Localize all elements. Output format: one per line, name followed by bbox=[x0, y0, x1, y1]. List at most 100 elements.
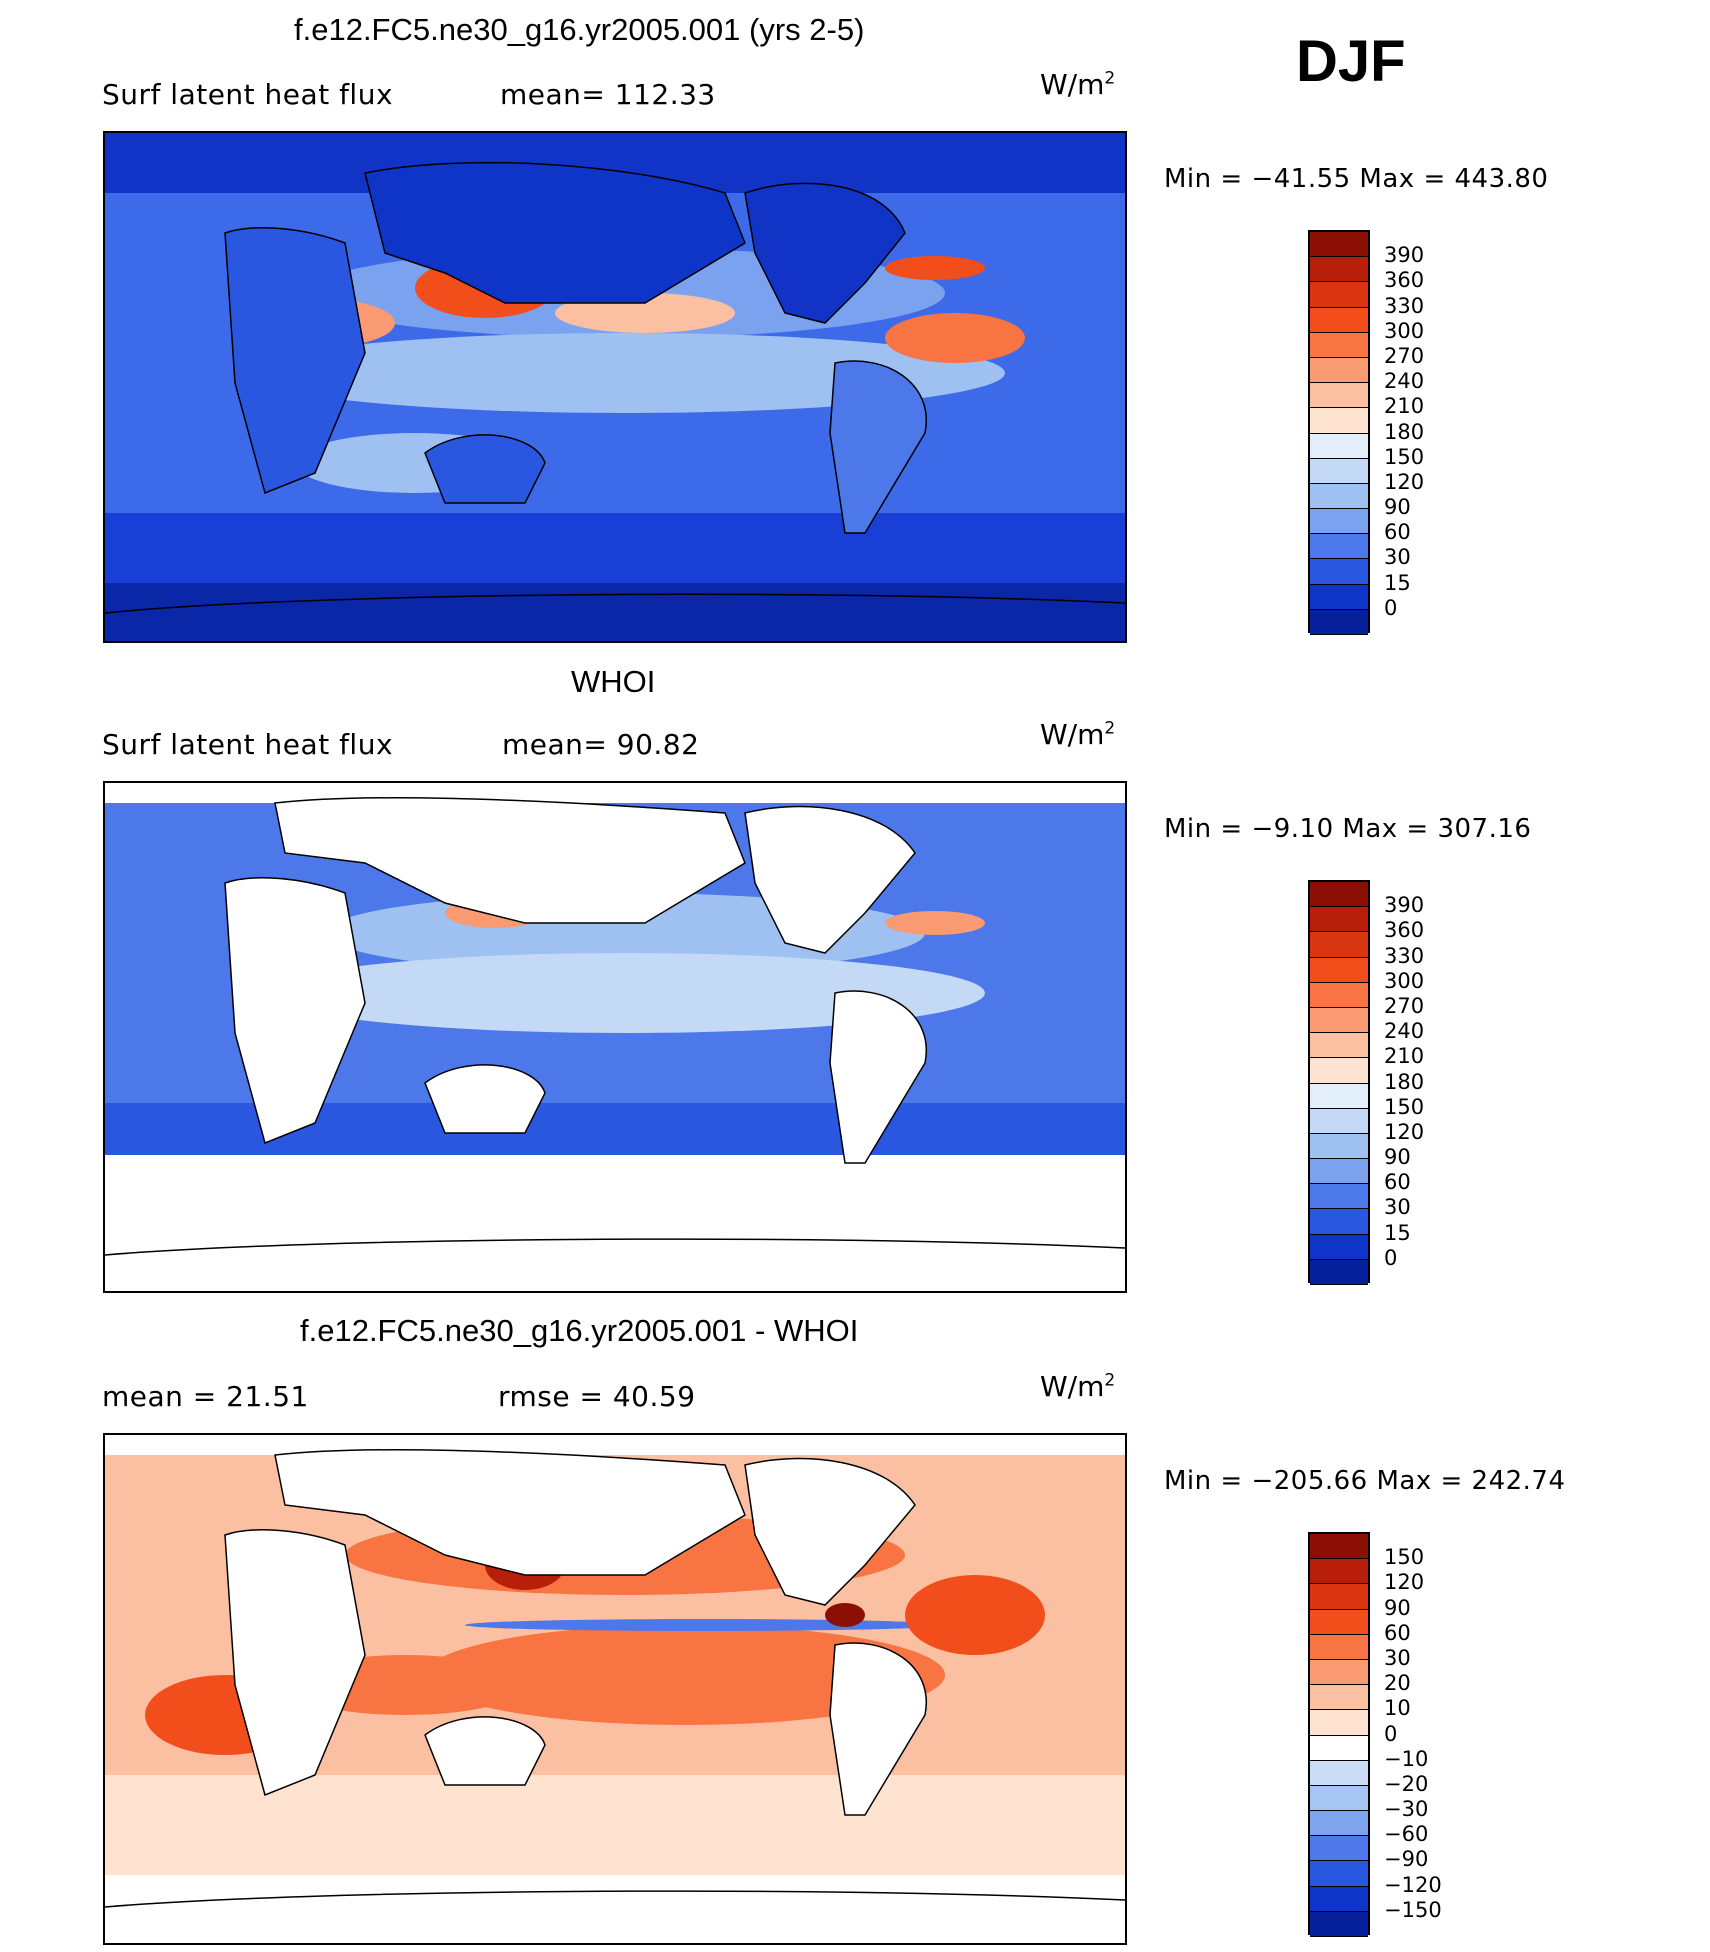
colorbar-tick-label: 180 bbox=[1384, 419, 1425, 444]
colorbar-swatch bbox=[1310, 1659, 1368, 1686]
colorbar-swatch bbox=[1310, 1735, 1368, 1761]
mean-label: mean = 21.51 bbox=[102, 1380, 309, 1413]
colorbar-tick-label: 60 bbox=[1384, 1620, 1411, 1645]
colorbar-swatch bbox=[1310, 882, 1368, 908]
units-label: W/m2 bbox=[1040, 1370, 1116, 1403]
colorbar-swatch bbox=[1310, 1710, 1368, 1736]
colorbar-swatch bbox=[1310, 282, 1368, 308]
panel-title: f.e12.FC5.ne30_g16.yr2005.001 - WHOI bbox=[300, 1313, 859, 1348]
colorbar-tick-label: −90 bbox=[1384, 1847, 1429, 1872]
colorbar-tick-label: 0 bbox=[1384, 1245, 1398, 1270]
colorbar-tick-label: −20 bbox=[1384, 1771, 1429, 1796]
colorbar-tick-label: 30 bbox=[1384, 545, 1411, 570]
colorbar-swatch bbox=[1310, 357, 1368, 384]
colorbar-tick-label: 120 bbox=[1384, 1119, 1425, 1144]
colorbar-tick-label: 0 bbox=[1384, 1721, 1398, 1746]
colorbar-tick-label: 30 bbox=[1384, 1645, 1411, 1670]
colorbar-swatch bbox=[1310, 584, 1368, 610]
colorbar-tick-label: 90 bbox=[1384, 1595, 1411, 1620]
colorbar-tick-label: 15 bbox=[1384, 1220, 1411, 1245]
colorbar-tick-label: −150 bbox=[1384, 1897, 1442, 1922]
colorbar-swatch bbox=[1310, 1634, 1368, 1660]
colorbar-tick-label: 15 bbox=[1384, 570, 1411, 595]
map-diff-plot bbox=[105, 1435, 1125, 1943]
colorbar-swatch bbox=[1310, 383, 1368, 409]
colorbar-tick-label: 210 bbox=[1384, 1044, 1425, 1069]
colorbar-tick-label: −30 bbox=[1384, 1797, 1429, 1822]
colorbar-tick-label: 330 bbox=[1384, 293, 1425, 318]
colorbar-swatch bbox=[1310, 1760, 1368, 1786]
colorbar-swatch bbox=[1310, 1584, 1368, 1610]
map-obs-plot bbox=[105, 783, 1125, 1291]
colorbar-swatch bbox=[1310, 1083, 1368, 1109]
colorbar-tick-label: 270 bbox=[1384, 993, 1425, 1018]
colorbar-tick-label: 180 bbox=[1384, 1069, 1425, 1094]
colorbar-swatch bbox=[1310, 483, 1368, 510]
map-obs bbox=[103, 781, 1127, 1293]
colorbar-swatch bbox=[1310, 1159, 1368, 1185]
colorbar-swatch bbox=[1310, 1133, 1368, 1160]
colorbar-tick-label: 60 bbox=[1384, 520, 1411, 545]
colorbar-segments bbox=[1308, 1532, 1370, 1937]
colorbar-swatch bbox=[1310, 1033, 1368, 1059]
colorbar-swatch bbox=[1310, 907, 1368, 933]
colorbar-swatch bbox=[1310, 1184, 1368, 1210]
colorbar-swatch bbox=[1310, 1886, 1368, 1912]
colorbar-tick-label: −10 bbox=[1384, 1746, 1429, 1771]
colorbar-swatch bbox=[1310, 1209, 1368, 1235]
min-max-label: Min = −205.66 Max = 242.74 bbox=[1164, 1466, 1566, 1496]
colorbar-swatch bbox=[1310, 1259, 1368, 1285]
colorbar-swatch bbox=[1310, 307, 1368, 333]
colorbar-swatch bbox=[1310, 609, 1368, 635]
colorbar-swatch bbox=[1310, 1911, 1368, 1937]
colorbar-tick-label: 360 bbox=[1384, 918, 1425, 943]
colorbar-swatch bbox=[1310, 509, 1368, 535]
colorbar-swatch bbox=[1310, 932, 1368, 958]
colorbar-swatch bbox=[1310, 1836, 1368, 1862]
min-max-label: Min = −9.10 Max = 307.16 bbox=[1164, 814, 1532, 844]
colorbar-swatch bbox=[1310, 1007, 1368, 1034]
colorbar-tick-label: 120 bbox=[1384, 1570, 1425, 1595]
colorbar-swatch bbox=[1310, 1861, 1368, 1887]
colorbar-swatch bbox=[1310, 1108, 1368, 1134]
colorbar-swatch bbox=[1310, 433, 1368, 459]
colorbar-tick-label: 300 bbox=[1384, 318, 1425, 343]
colorbar-swatch bbox=[1310, 1785, 1368, 1812]
map-model-plot bbox=[105, 133, 1125, 641]
variable-label: Surf latent heat flux bbox=[102, 728, 394, 761]
colorbar-tick-label: 10 bbox=[1384, 1696, 1411, 1721]
colorbar-swatch bbox=[1310, 332, 1368, 358]
colorbar-tick-label: 120 bbox=[1384, 469, 1425, 494]
rmse-label: rmse = 40.59 bbox=[498, 1380, 696, 1413]
colorbar-swatch bbox=[1310, 534, 1368, 560]
colorbar-tick-label: 150 bbox=[1384, 1094, 1425, 1119]
panel-title: WHOI bbox=[571, 664, 656, 699]
map-diff bbox=[103, 1433, 1127, 1945]
colorbar-swatch bbox=[1310, 1234, 1368, 1260]
colorbar-swatch bbox=[1310, 1559, 1368, 1585]
colorbar-tick-label: 60 bbox=[1384, 1170, 1411, 1195]
colorbar-segments bbox=[1308, 880, 1370, 1285]
colorbar-tick-label: 360 bbox=[1384, 268, 1425, 293]
colorbar-swatch bbox=[1310, 982, 1368, 1008]
colorbar-swatch bbox=[1310, 1811, 1368, 1837]
colorbar-tick-label: 90 bbox=[1384, 1145, 1411, 1170]
map-model bbox=[103, 131, 1127, 643]
units-label: W/m2 bbox=[1040, 68, 1116, 101]
season-label: DJF bbox=[1296, 29, 1406, 94]
variable-label: Surf latent heat flux bbox=[102, 78, 394, 111]
colorbar-swatch bbox=[1310, 1058, 1368, 1084]
colorbar-swatch bbox=[1310, 257, 1368, 283]
colorbar-tick-label: 390 bbox=[1384, 893, 1425, 918]
colorbar-swatch bbox=[1310, 559, 1368, 585]
colorbar-swatch bbox=[1310, 458, 1368, 484]
colorbar-tick-label: −60 bbox=[1384, 1822, 1429, 1847]
panel-title: f.e12.FC5.ne30_g16.yr2005.001 (yrs 2-5) bbox=[294, 12, 865, 47]
colorbar-tick-label: 0 bbox=[1384, 595, 1398, 620]
colorbar-swatch bbox=[1310, 232, 1368, 258]
colorbar-tick-label: 300 bbox=[1384, 968, 1425, 993]
colorbar-tick-label: 150 bbox=[1384, 444, 1425, 469]
colorbar-tick-label: 20 bbox=[1384, 1671, 1411, 1696]
colorbar-tick-label: 90 bbox=[1384, 495, 1411, 520]
colorbar-tick-label: 390 bbox=[1384, 243, 1425, 268]
